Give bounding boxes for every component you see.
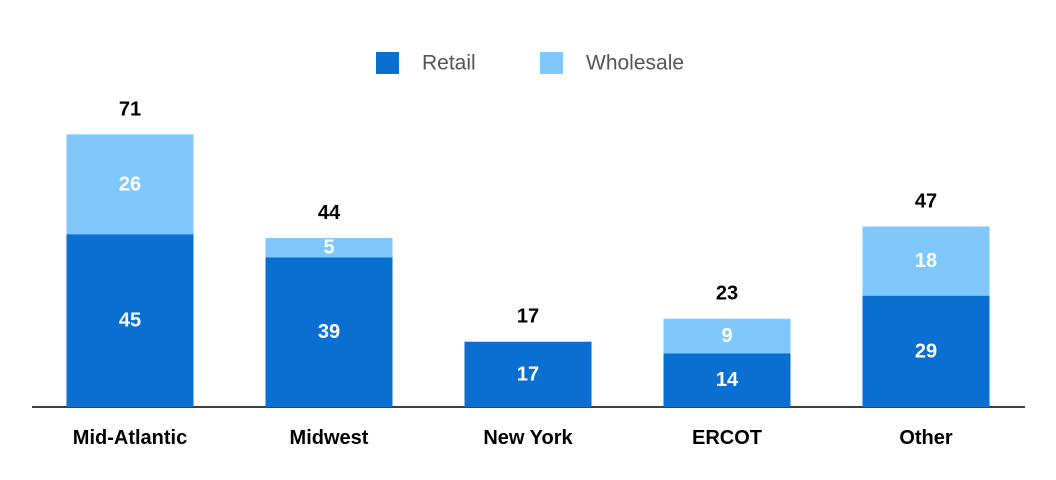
bar-segment: [66, 134, 194, 235]
segment-label: 29: [915, 340, 937, 362]
total-label: 17: [517, 306, 539, 328]
legend-swatch: [540, 52, 563, 74]
legend-label: Retail: [422, 52, 476, 75]
total-label: 47: [915, 191, 937, 213]
segment-label: 26: [119, 173, 141, 195]
total-label: 44: [318, 202, 341, 224]
legend-label: Wholesale: [586, 52, 684, 75]
bar-segment: [66, 234, 194, 407]
bar-segment: [663, 353, 791, 407]
segment-label: 39: [318, 321, 340, 343]
segment-label: 45: [119, 310, 141, 332]
segment-label: 9: [721, 325, 732, 347]
bar-segment: [464, 341, 592, 407]
bar-segment: [862, 226, 990, 296]
segment-label: 17: [517, 363, 539, 385]
category-label: Midwest: [290, 427, 369, 449]
legend-swatch: [376, 52, 399, 74]
bar-segment: [663, 318, 791, 354]
category-label: Other: [899, 427, 953, 449]
category-label: Mid-Atlantic: [73, 427, 187, 449]
bar-segment: [862, 295, 990, 407]
segment-label: 5: [323, 237, 334, 259]
bar-segment: [265, 257, 393, 407]
segment-label: 18: [915, 250, 937, 272]
bar-segment: [265, 238, 393, 258]
category-label: ERCOT: [692, 427, 762, 449]
segment-label: 14: [716, 369, 739, 391]
total-label: 71: [119, 98, 141, 120]
category-label: New York: [483, 427, 573, 449]
total-label: 23: [716, 283, 738, 305]
